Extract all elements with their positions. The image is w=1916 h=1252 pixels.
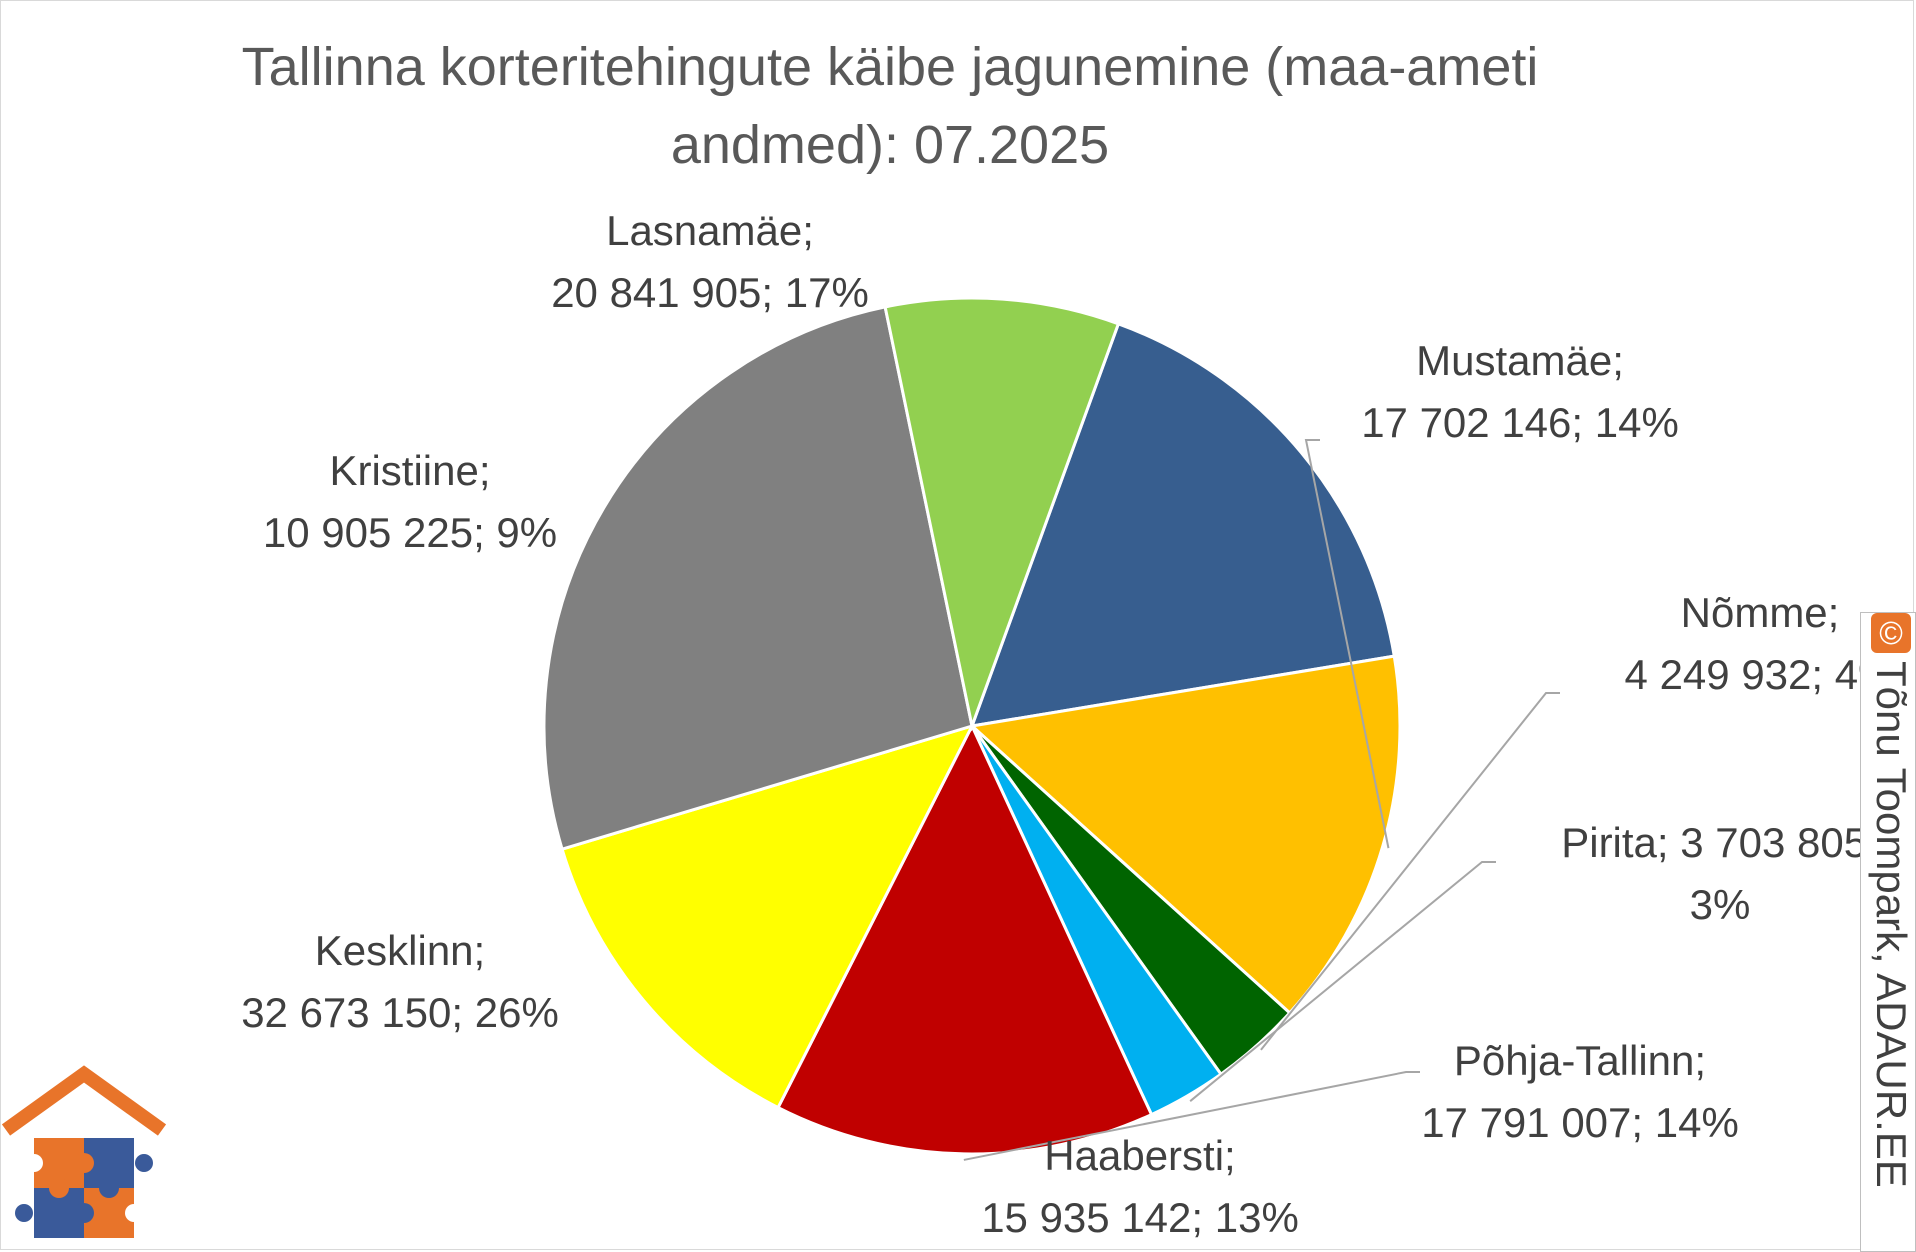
logo-roof (1, 1065, 167, 1136)
slice-label-line1: Mustamäe; (1416, 337, 1624, 384)
leader-line-nomme (1260, 692, 1560, 1051)
slice-label-line2: 3% (1689, 881, 1751, 928)
leader-line-pirita (1189, 861, 1496, 1102)
watermark-text-row: © Tõnu Toompark, ADAUR.EE (1866, 613, 1916, 1188)
logo-piece-knob (125, 1204, 143, 1222)
slice-label-line1: Pirita; 3 703 805; (1561, 819, 1879, 866)
leader-line-mustamae (1304, 439, 1390, 849)
slice-label-kristiine: Kristiine; 10 905 225; 9% (210, 440, 610, 564)
slice-label-line1: Nõmme; (1680, 589, 1840, 636)
slice-label-line1: Haabersti; (1044, 1132, 1236, 1179)
copyright-icon: © (1871, 613, 1911, 653)
slice-label-line2: 17 791 007; 14% (1421, 1099, 1739, 1146)
pie-slice-kesklinn (542, 305, 974, 852)
logo-piece-knob (49, 1178, 69, 1198)
slice-label-line1: Lasnamäe; (606, 207, 814, 254)
leader-line-pohja-tallinn (963, 1071, 1420, 1161)
slice-label-line1: Kesklinn; (314, 927, 486, 974)
pie-slice-lasnam-e (969, 321, 1396, 728)
pie-slice-haabersti (560, 723, 975, 1110)
slice-label-line2: 10 905 225; 9% (262, 509, 558, 556)
slice-label-line1: Põhja-Tallinn; (1453, 1037, 1707, 1084)
pie-slice-kristiine (883, 296, 1121, 732)
slice-label-kesklinn: Kesklinn; 32 673 150; 26% (200, 920, 600, 1044)
chart-title: Tallinna korteritehingute käibe jagunemi… (241, 37, 1539, 175)
adaur-logo (1, 1065, 167, 1238)
slice-label-haabersti: Haabersti; 15 935 142; 13% (940, 1125, 1340, 1249)
slice-label-nomme: Nõmme; 4 249 932; 4% (1560, 582, 1916, 706)
slice-label-line2: 4 249 932; 4% (1624, 651, 1896, 698)
slice-label-mustamae: Mustamäe; 17 702 146; 14% (1320, 330, 1720, 454)
slice-label-line2: 15 935 142; 13% (981, 1194, 1299, 1241)
slice-label-lasnamae: Lasnamäe; 20 841 905; 17% (510, 200, 910, 324)
slice-label-pohja-tallinn: Põhja-Tallinn; 17 791 007; 14% (1360, 1030, 1800, 1154)
slice-label-pirita: Pirita; 3 703 805; 3% (1500, 812, 1916, 936)
logo-piece-knob (15, 1204, 33, 1222)
logo-piece-knob (25, 1154, 43, 1172)
slice-label-line2: 17 702 146; 14% (1361, 399, 1679, 446)
logo-piece-knob (74, 1153, 94, 1173)
watermark-text: Tõnu Toompark, ADAUR.EE (1868, 661, 1915, 1188)
logo-piece-knob (99, 1178, 119, 1198)
logo-piece-knob (135, 1154, 153, 1172)
logo-piece-knob (74, 1203, 94, 1223)
slice-label-line1: Kristiine; (329, 447, 491, 494)
slice-label-line2: 32 673 150; 26% (241, 989, 559, 1036)
copyright-watermark: © Tõnu Toompark, ADAUR.EE (1860, 612, 1916, 1252)
slice-label-line2: 20 841 905; 17% (551, 269, 869, 316)
